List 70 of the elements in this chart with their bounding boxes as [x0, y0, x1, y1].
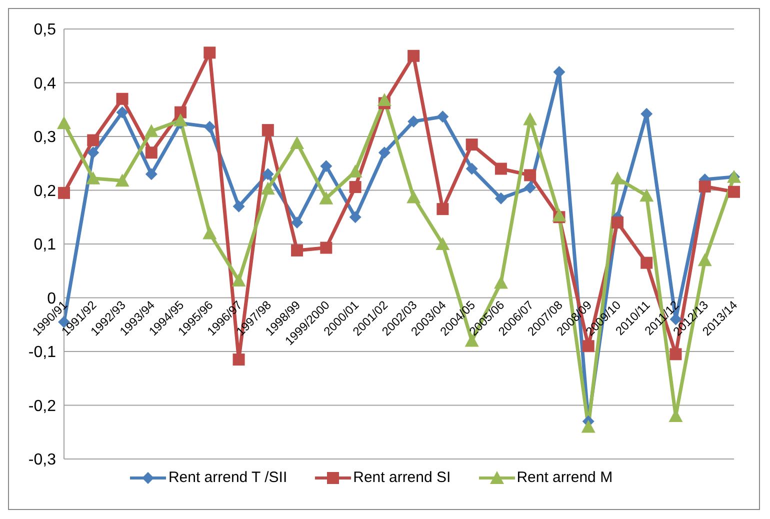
point — [466, 138, 478, 151]
point — [204, 120, 216, 133]
point — [262, 124, 274, 136]
point — [58, 186, 70, 199]
y-tick-label: 0,4 — [34, 75, 56, 92]
point — [86, 171, 100, 184]
point — [466, 162, 478, 175]
point — [581, 420, 596, 433]
point — [116, 92, 128, 105]
point — [640, 256, 653, 269]
point — [698, 180, 711, 192]
point — [349, 181, 362, 194]
legend-label: Rent arrend T /SII — [168, 469, 288, 486]
point — [494, 192, 507, 204]
point — [144, 124, 158, 138]
point — [408, 50, 420, 62]
point — [406, 190, 421, 204]
point — [408, 115, 420, 128]
point — [552, 208, 566, 222]
point — [87, 146, 100, 159]
point — [87, 134, 100, 146]
y-tick-label: 0,3 — [34, 129, 56, 146]
point — [524, 169, 536, 182]
point — [349, 211, 362, 224]
point — [553, 66, 566, 78]
point — [640, 188, 654, 202]
point — [262, 168, 274, 180]
point — [232, 274, 246, 287]
point — [291, 244, 304, 256]
y-tick-label: 0,2 — [34, 182, 56, 200]
point — [436, 110, 449, 123]
point — [290, 136, 304, 149]
point — [57, 116, 71, 130]
y-tick-label: 0 — [47, 290, 56, 308]
y-tick-label: -0,3 — [28, 452, 56, 469]
point — [494, 276, 508, 289]
legend-label: Rent arrend M — [516, 469, 613, 486]
point — [436, 237, 450, 250]
legend-label: Rent arrend SI — [353, 469, 451, 486]
point — [670, 348, 682, 360]
point — [320, 160, 332, 172]
point — [378, 146, 390, 159]
y-tick-label: 0,5 — [34, 22, 56, 39]
point — [204, 46, 216, 59]
point — [436, 203, 449, 216]
point — [319, 191, 334, 204]
y-tick-label: -0,1 — [28, 344, 56, 362]
point — [610, 171, 624, 184]
point — [524, 182, 536, 194]
point — [260, 182, 275, 195]
point — [320, 242, 332, 254]
point — [582, 340, 594, 352]
point — [145, 146, 158, 159]
point — [348, 164, 362, 178]
point — [115, 174, 130, 187]
point — [145, 168, 158, 180]
point — [232, 354, 245, 366]
point — [611, 216, 624, 228]
point — [523, 112, 538, 126]
point — [202, 226, 217, 240]
point — [116, 106, 128, 118]
point — [291, 216, 304, 228]
point — [698, 253, 712, 266]
y-tick-label: -0,2 — [28, 398, 56, 415]
point — [174, 106, 187, 118]
y-tick-label: 0,1 — [34, 236, 56, 254]
point — [494, 162, 507, 175]
point — [232, 200, 245, 212]
point — [377, 92, 392, 106]
point — [728, 186, 740, 198]
